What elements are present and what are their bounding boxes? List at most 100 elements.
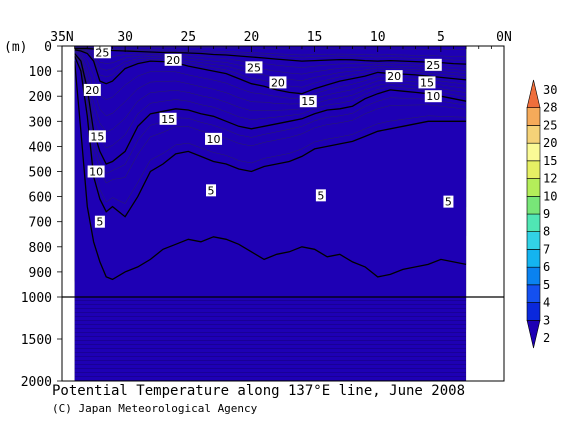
x-tick-label: 15 — [307, 30, 323, 45]
isotherm-thin-17 — [74, 51, 467, 133]
contour-label: 15 — [90, 130, 104, 143]
y-tick-label: 300 — [29, 115, 52, 130]
isotherm-thin-11 — [74, 55, 467, 204]
contour-label-bg — [424, 58, 442, 71]
depth-unit-label: (m) — [4, 40, 27, 55]
latitude-axis: 35N 30 25 20 15 10 5 0N — [50, 30, 512, 52]
contour-label-bg — [424, 90, 442, 103]
isotherm-10 — [74, 55, 467, 218]
contour-label-bg — [94, 215, 105, 228]
colorbar-swatch — [526, 266, 541, 286]
deep-hatching — [74, 297, 467, 381]
contour-label: 10 — [207, 133, 221, 146]
contour-label: 5 — [445, 196, 452, 209]
colorbar-label: 15 — [543, 154, 557, 168]
colorbar-label: 20 — [543, 136, 557, 150]
isotherm-lines — [74, 46, 467, 281]
contour-label: 10 — [426, 90, 440, 103]
colorbar-swatch — [526, 319, 541, 349]
x-tick-label: 35N — [50, 30, 73, 45]
x-tick-label: 10 — [370, 30, 386, 45]
contour-label: 10 — [89, 166, 103, 179]
depth-axis: 0 100 200 300 400 500 600 700 800 900 1000 1500 2000 — [21, 40, 62, 390]
contour-label-bg — [87, 165, 105, 178]
colorbar-legend: 2 3 4 5 6 7 8 9 10 12 15 20 25 28 30 — [526, 79, 557, 349]
colorbar-label: 28 — [543, 101, 557, 115]
x-tick-label: 0N — [496, 30, 512, 45]
colorbar-swatch — [526, 231, 541, 250]
colorbar-label: 3 — [543, 313, 550, 327]
contour-label: 20 — [387, 70, 401, 83]
contour-label-bg — [418, 76, 436, 89]
contour-label-bg — [385, 70, 403, 83]
chart-title: Potential Temperature along 137°E line, … — [52, 383, 466, 399]
isotherm-15 — [74, 53, 467, 165]
colorbar-label: 5 — [543, 278, 550, 292]
colorbar-label: 25 — [543, 118, 557, 132]
y-tick-label: 500 — [29, 166, 52, 181]
isotherm-thin-13 — [74, 54, 467, 184]
contour-label: 5 — [317, 189, 324, 202]
x-tick-label: 20 — [244, 30, 260, 45]
contour-label-bg — [245, 61, 263, 74]
colorbar-label: 8 — [543, 225, 550, 239]
isotherm-5 — [74, 61, 467, 281]
contour-label: 25 — [247, 61, 261, 74]
contour-label: 15 — [161, 113, 175, 126]
x-tick-label: 30 — [117, 30, 133, 45]
contour-label: 20 — [271, 76, 285, 89]
y-tick-label: 400 — [29, 140, 52, 155]
contour-label-bg — [269, 76, 287, 89]
y-tick-label: 2000 — [21, 375, 52, 390]
colorbar-swatch — [526, 178, 541, 197]
contour-label: 15 — [420, 76, 434, 89]
colorbar-swatch — [526, 249, 541, 268]
isotherm-thin-16 — [74, 52, 467, 149]
colorbar-swatch — [526, 302, 541, 321]
colorbar-swatch — [526, 195, 541, 215]
contour-label: 20 — [166, 54, 180, 67]
x-tick-label: 25 — [180, 30, 196, 45]
colorbar-label: 2 — [543, 331, 550, 345]
colorbar-label: 12 — [543, 172, 557, 186]
contour-label-bg — [93, 46, 111, 59]
plot-frame — [61, 45, 505, 382]
contour-label: 5 — [208, 184, 215, 197]
colorbar-label: 9 — [543, 207, 550, 221]
contour-label-bg — [164, 53, 182, 66]
colorbar-swatch — [526, 142, 541, 162]
y-tick-label: 1000 — [21, 291, 52, 306]
chart-credit: (C) Japan Meteorological Agency — [52, 402, 258, 415]
contour-label-bg — [315, 189, 326, 202]
isotherm-thin-14 — [74, 53, 467, 174]
y-tick-label: 900 — [29, 266, 52, 281]
colorbar-label: 4 — [543, 296, 550, 310]
colorbar-label: 7 — [543, 242, 550, 256]
y-tick-label: 1500 — [21, 333, 52, 348]
y-tick-label: 800 — [29, 241, 52, 256]
contour-label-bg — [88, 130, 106, 143]
contour-label-bg — [159, 112, 177, 125]
colorbar-swatch — [526, 160, 541, 179]
colorbar-label: 30 — [543, 83, 557, 97]
contour-label: 15 — [301, 95, 315, 108]
y-tick-label: 100 — [29, 65, 52, 80]
colorbar-swatch — [526, 284, 541, 303]
y-tick-label: 0 — [44, 40, 52, 55]
temperature-bands — [74, 46, 467, 381]
colorbar-swatch — [526, 79, 541, 109]
contour-label: 5 — [96, 216, 103, 229]
contour-label: 25 — [426, 59, 440, 72]
colorbar-swatch — [526, 125, 541, 144]
colorbar-label: 6 — [543, 260, 550, 274]
contour-label-bg — [206, 184, 217, 197]
contour-label: 25 — [95, 46, 109, 59]
colorbar-swatch — [526, 107, 541, 126]
y-tick-label: 200 — [29, 90, 52, 105]
colorbar-swatch — [526, 213, 541, 233]
y-tick-label: 700 — [29, 216, 52, 231]
contour-label: 20 — [85, 84, 99, 97]
colorbar-label: 10 — [543, 189, 557, 203]
contour-label-bg — [83, 83, 101, 96]
